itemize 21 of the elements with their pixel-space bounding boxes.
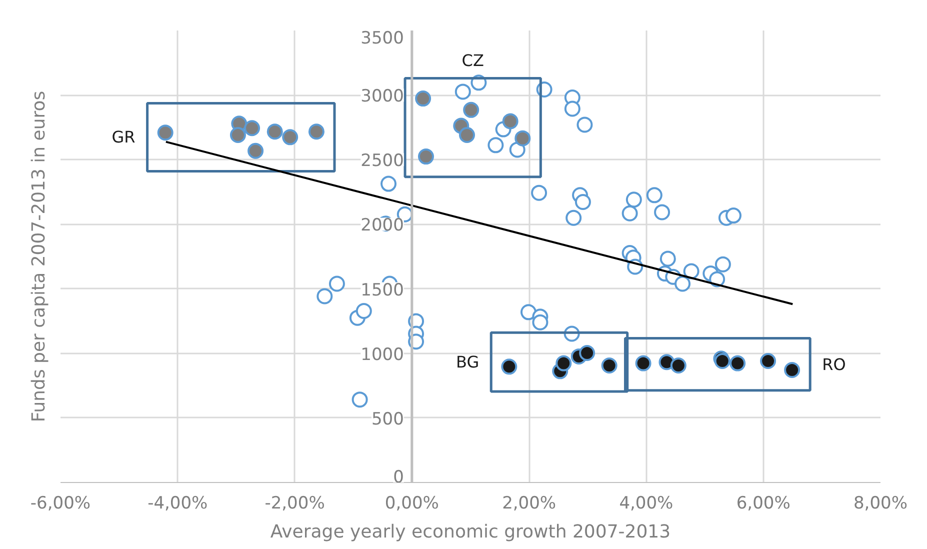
x-tick-label: 4,00% <box>619 494 674 514</box>
x-axis-title: Average yearly economic growth 2007-2013 <box>270 522 671 542</box>
y-tick-label: 1500 <box>360 280 404 300</box>
y-tick-label: 1000 <box>360 344 404 365</box>
y-tick-label: 2500 <box>360 151 404 172</box>
x-tick-label: 2,00% <box>502 494 556 514</box>
x-tick-label: -6,00% <box>30 494 91 514</box>
annotation: BG <box>456 352 480 372</box>
annotation: CZ <box>462 51 484 70</box>
x-tick-label: 6,00% <box>736 494 790 514</box>
x-tick-label: -2,00% <box>264 494 325 514</box>
annotation: RO <box>822 354 846 374</box>
y-tick-label: 3000 <box>360 86 404 107</box>
x-tick-label: 0,00% <box>384 494 439 514</box>
annotation: GR <box>112 128 136 147</box>
y-axis-title: Funds per capita 2007-2013 in euros <box>28 90 50 422</box>
x-tick-label: -4,00% <box>148 494 208 514</box>
x-tick-label: 8,00% <box>854 494 908 514</box>
y-tick-label: 3500 <box>360 28 404 48</box>
y-tick-label: 0 <box>393 468 404 488</box>
y-tick-label: 500 <box>371 409 404 430</box>
